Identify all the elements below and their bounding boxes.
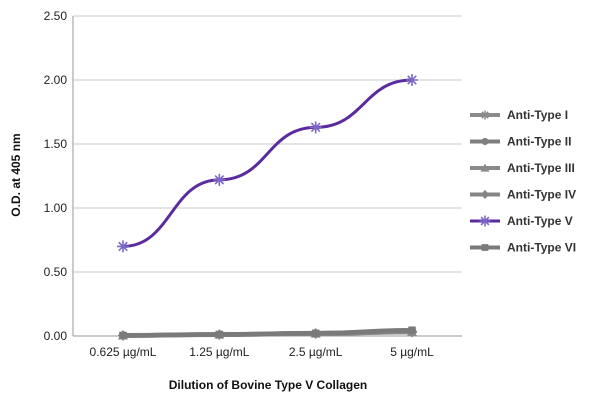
y-tick-label: 0.50: [44, 265, 68, 279]
data-point-square: [311, 329, 320, 338]
series-line: [120, 327, 415, 338]
legend: Anti-Type I Anti-Type II Anti-Type III Anti…: [470, 108, 576, 255]
data-point-star: [479, 215, 491, 227]
data-point-star: [309, 121, 322, 134]
y-tick-label: 1.50: [44, 137, 68, 151]
data-point-star: [117, 240, 129, 253]
data-point-circle: [481, 137, 489, 146]
data-point-square: [481, 244, 489, 251]
x-tick-label: 1.25 µg/mL: [189, 345, 250, 359]
y-tick-label: 2.50: [44, 9, 68, 23]
x-tick-labels: 0.625 µg/mL 1.25 µg/mL 2.5 µg/mL 5 µg/mL: [90, 345, 435, 359]
legend-label: Anti-Type II: [507, 135, 571, 149]
data-point-star: [406, 74, 418, 86]
data-point-star: [480, 110, 490, 120]
data-point-star: [213, 173, 226, 186]
legend-label: Anti-Type IV: [507, 188, 576, 202]
legend-item-anti-type-iv: Anti-Type IV: [470, 188, 576, 202]
y-tick-label: 2.00: [44, 73, 68, 87]
y-tick-label: 1.00: [44, 201, 68, 215]
x-tick-label: 5 µg/mL: [390, 345, 434, 359]
legend-label: Anti-Type III: [507, 161, 575, 175]
legend-item-anti-type-iii: Anti-Type III: [470, 161, 575, 175]
y-tick-label: 0.00: [44, 329, 68, 343]
legend-item-anti-type-ii: Anti-Type II: [470, 135, 571, 149]
y-axis-title: O.D. at 405 nm: [9, 133, 23, 216]
series-group: [117, 74, 418, 341]
data-point-square: [408, 326, 416, 334]
grid-lines: [73, 15, 462, 273]
legend-item-anti-type-i: Anti-Type I: [470, 108, 568, 122]
data-point-diamond: [480, 190, 490, 199]
series-line: [121, 78, 414, 248]
series-anti-type-v: [117, 74, 418, 253]
legend-label: Anti-Type VI: [507, 241, 576, 255]
legend-item-anti-type-vi: Anti-Type VI: [470, 241, 576, 255]
axes: [72, 16, 462, 337]
legend-label: Anti-Type V: [507, 214, 573, 228]
legend-item-anti-type-v: Anti-Type V: [470, 214, 573, 228]
x-tick-label: 0.625 µg/mL: [90, 345, 157, 359]
data-point-triangle: [480, 163, 490, 172]
legend-label: Anti-Type I: [507, 108, 568, 122]
data-point-square: [215, 330, 224, 339]
series-anti-type-vi: [119, 326, 416, 340]
x-tick-label: 2.5 µg/mL: [289, 345, 343, 359]
y-tick-labels: 0.00 0.50 1.00 1.50 2.00 2.50: [44, 9, 68, 343]
data-point-square: [119, 331, 127, 340]
x-axis-title: Dilution of Bovine Type V Collagen: [169, 378, 367, 392]
